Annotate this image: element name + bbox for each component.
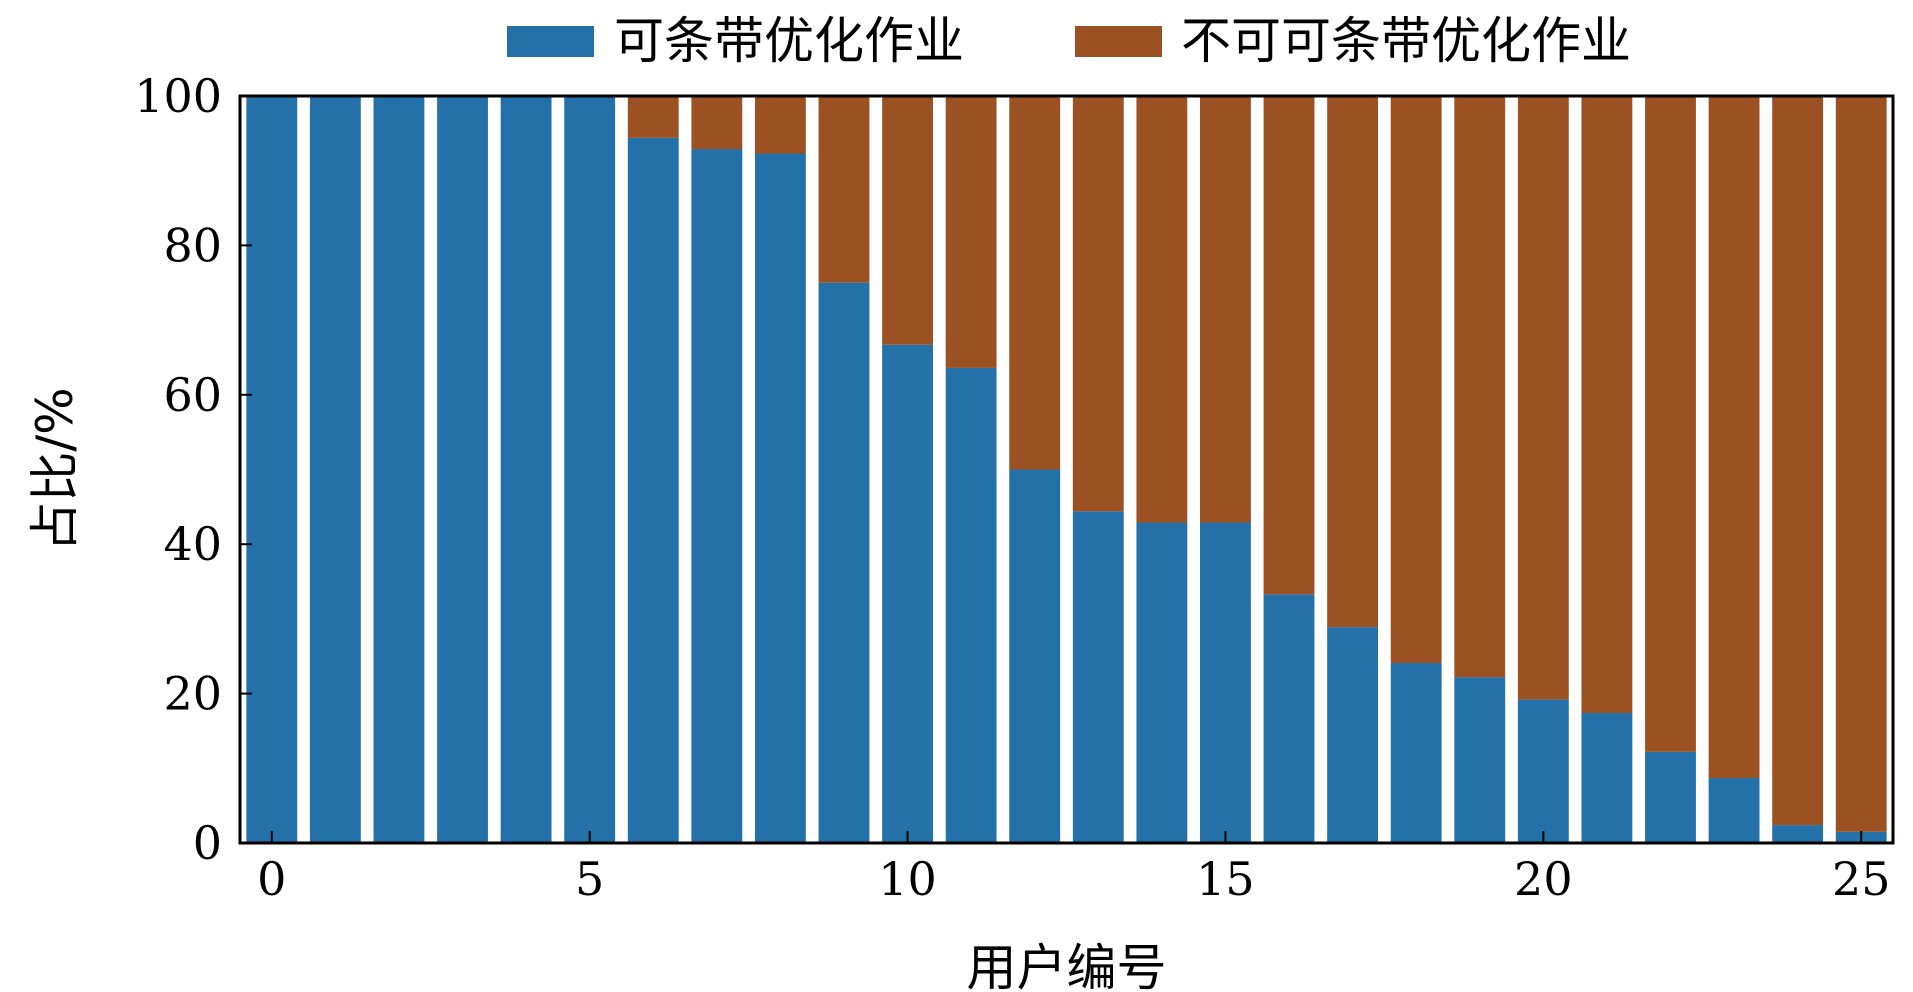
bar-non-optimizable-20 [1517, 96, 1569, 700]
bar-optimizable-3 [437, 96, 488, 843]
y-tick-label: 40 [163, 517, 222, 571]
bar-optimizable-24 [1772, 825, 1824, 843]
bar-non-optimizable-24 [1772, 96, 1824, 826]
bar-non-optimizable-25 [1835, 96, 1887, 832]
x-tick-label: 0 [257, 852, 286, 906]
bar-non-optimizable-14 [1136, 96, 1188, 523]
bar-optimizable-8 [754, 153, 806, 844]
bar-optimizable-6 [627, 137, 679, 843]
legend: 可条带优化作业 不可可条带优化作业 [507, 12, 1631, 70]
bar-optimizable-14 [1136, 522, 1188, 843]
x-axis-title: 用户编号 [967, 939, 1167, 992]
bar-non-optimizable-13 [1072, 96, 1124, 512]
y-tick-label: 60 [163, 368, 222, 422]
bar-optimizable-13 [1072, 511, 1124, 843]
bar-optimizable-1 [309, 96, 361, 843]
bar-non-optimizable-21 [1581, 96, 1633, 714]
bar-non-optimizable-17 [1327, 96, 1379, 628]
bar-non-optimizable-12 [1009, 96, 1061, 470]
legend-label-1: 不可可条带优化作业 [1181, 12, 1631, 70]
bar-non-optimizable-16 [1263, 96, 1315, 595]
bar-optimizable-19 [1454, 677, 1506, 843]
bar-optimizable-18 [1390, 662, 1442, 843]
bar-non-optimizable-9 [818, 96, 870, 283]
bar-non-optimizable-8 [754, 96, 806, 154]
bar-non-optimizable-23 [1708, 96, 1760, 779]
bar-non-optimizable-11 [945, 96, 997, 368]
x-tick-label: 20 [1514, 852, 1573, 906]
x-tick-label: 5 [575, 852, 604, 906]
ticks-group: 0 5 10 15 20 25 0 20 40 60 80 100 [134, 69, 1890, 906]
bar-optimizable-7 [691, 149, 743, 844]
bar-optimizable-17 [1327, 627, 1379, 843]
bar-non-optimizable-7 [691, 96, 743, 150]
bar-optimizable-4 [500, 96, 552, 843]
bar-optimizable-23 [1708, 778, 1760, 843]
bar-optimizable-16 [1263, 594, 1315, 843]
plot-frame [238, 94, 1895, 845]
bar-non-optimizable-15 [1200, 96, 1251, 523]
y-tick-label: 0 [193, 816, 222, 870]
bar-optimizable-20 [1517, 699, 1569, 843]
y-tick-label: 100 [134, 69, 222, 123]
bar-optimizable-21 [1581, 713, 1633, 843]
bars-group [246, 96, 1887, 844]
y-axis-title: 占比/% [26, 387, 84, 551]
bar-optimizable-0 [246, 96, 298, 843]
legend-swatch-1 [1075, 26, 1162, 57]
bar-optimizable-22 [1645, 751, 1696, 843]
bar-optimizable-5 [564, 96, 616, 843]
bar-optimizable-11 [945, 367, 997, 843]
bar-non-optimizable-10 [882, 96, 933, 345]
bar-optimizable-2 [373, 96, 425, 843]
bar-optimizable-9 [818, 282, 870, 843]
x-tick-label: 10 [878, 852, 937, 906]
bar-non-optimizable-22 [1645, 96, 1696, 752]
bar-non-optimizable-18 [1390, 96, 1442, 663]
x-tick-label: 25 [1832, 852, 1891, 906]
bar-optimizable-10 [882, 344, 933, 843]
legend-label-0: 可条带优化作业 [614, 12, 964, 70]
bar-non-optimizable-19 [1454, 96, 1506, 678]
y-tick-label: 20 [163, 667, 222, 721]
x-tick-label: 15 [1196, 852, 1255, 906]
bar-optimizable-15 [1200, 522, 1251, 843]
bar-optimizable-12 [1009, 469, 1061, 843]
y-tick-label: 80 [163, 218, 222, 272]
bar-non-optimizable-6 [627, 96, 679, 138]
legend-swatch-0 [507, 26, 594, 57]
